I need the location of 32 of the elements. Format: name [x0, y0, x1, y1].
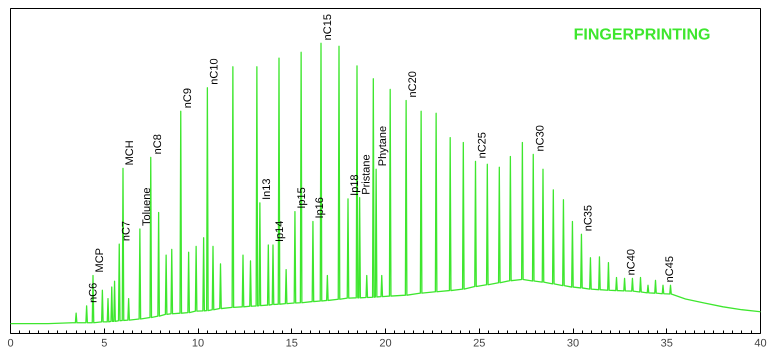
- annotation: nC9: [182, 88, 194, 108]
- annotation: nC35: [582, 204, 594, 232]
- annotation: nC8: [152, 134, 164, 154]
- x-tick-label: 30: [566, 338, 580, 349]
- annotation: nC25: [476, 132, 488, 158]
- annotation: Ip15: [296, 187, 308, 209]
- annotation: nC10: [208, 58, 220, 85]
- annotation: Ip18: [349, 174, 361, 196]
- x-tick-label: 20: [379, 338, 392, 349]
- annotation: nC7: [120, 220, 132, 242]
- annotation: In13: [260, 178, 273, 200]
- annotation: nC30: [534, 125, 546, 152]
- x-tick-label: 15: [286, 338, 298, 349]
- annotation: MCH: [124, 140, 136, 166]
- annotation: nC15: [322, 14, 334, 40]
- x-tick-label: 35: [660, 338, 673, 349]
- annotation: nC20: [407, 71, 420, 98]
- annotation: nC40: [626, 249, 638, 276]
- x-tick-label: 5: [101, 338, 108, 349]
- annotation: Pristane: [360, 154, 373, 195]
- x-tick-label: 0: [7, 338, 14, 349]
- annotation: FINGERPRINTING: [574, 26, 710, 44]
- x-tick-label: 25: [473, 338, 486, 349]
- annotation: Ip16: [314, 197, 326, 218]
- x-tick-label: 40: [754, 338, 767, 349]
- annotation: Phytane: [377, 126, 390, 166]
- annotation: MCP: [94, 248, 106, 272]
- annotation: Toluene: [140, 187, 153, 226]
- annotation: nC45: [664, 256, 676, 282]
- x-tick-label: 10: [192, 338, 204, 349]
- annotation: Ip14: [274, 220, 286, 242]
- annotation: nC6: [88, 282, 100, 303]
